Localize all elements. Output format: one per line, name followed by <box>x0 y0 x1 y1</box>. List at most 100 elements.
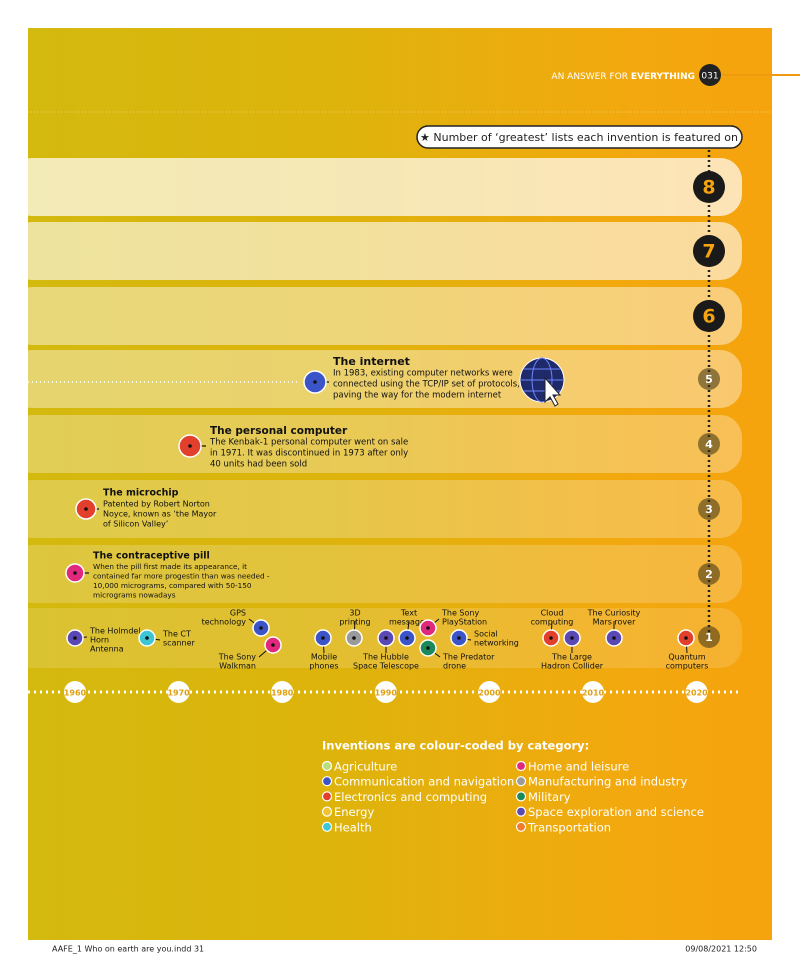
level-label: 3 <box>705 503 713 516</box>
dot-center <box>457 636 461 640</box>
dot-center <box>145 636 149 640</box>
header-title-bold: EVERYTHING <box>631 72 695 82</box>
globe-icon <box>519 357 565 407</box>
dot-center <box>426 646 430 650</box>
legend-label: Transportation <box>527 820 611 834</box>
level-band <box>10 415 742 473</box>
legend-swatch <box>321 821 333 832</box>
content: 8 7 6 5 4 3 2 1 1960 1970 1980 1990 2000 2010 2020 The … <box>10 150 742 834</box>
legend-label: Manufacturing and industry <box>528 775 688 789</box>
legend-label: Agriculture <box>334 760 397 774</box>
level-band <box>10 545 742 603</box>
featured-title: The personal computer <box>210 425 348 437</box>
featured-text: of Silicon Valley’ <box>103 520 168 529</box>
year-label: 1990 <box>375 689 398 698</box>
dot-center <box>313 380 317 384</box>
year-badge <box>271 681 294 703</box>
year-label: 2000 <box>478 689 501 698</box>
item-label: Mars rover <box>593 618 636 627</box>
item-label: Social <box>474 630 498 639</box>
dot-center <box>84 507 88 511</box>
legend-label: Home and leisure <box>528 760 629 774</box>
item-label: phones <box>309 662 338 671</box>
featured-text: in 1971. It was discontinued in 1973 aft… <box>210 449 408 459</box>
year-label: 1960 <box>64 689 87 698</box>
level-label: 6 <box>702 306 715 328</box>
item-label: computing <box>531 618 574 627</box>
legend-label: Energy <box>334 805 374 819</box>
item-label: printing <box>339 618 370 627</box>
level-band <box>10 480 742 538</box>
item-label: Space Telescope <box>353 662 419 671</box>
item-label: PlayStation <box>442 618 487 627</box>
legend-swatch <box>321 791 333 802</box>
year-label: 2010 <box>582 689 605 698</box>
item-label: Cloud <box>541 609 564 618</box>
dot-center <box>352 636 356 640</box>
featured-text: micrograms nowadays <box>93 591 176 600</box>
level-badge <box>698 368 720 390</box>
page-number: 031 <box>701 72 718 82</box>
legend-swatch <box>321 776 333 787</box>
dot-center <box>549 636 553 640</box>
level-label: 7 <box>702 241 715 263</box>
featured-text: contained far more progestin than was ne… <box>93 572 270 581</box>
item-label: Mobile <box>311 653 337 662</box>
item-label: drone <box>443 662 466 671</box>
dot-center <box>426 626 430 630</box>
item-label: The CT <box>162 630 191 639</box>
featured-text: 10,000 micrograms, compared with 50-150 <box>93 581 252 590</box>
item-label: Antenna <box>90 645 124 654</box>
year-label: 2020 <box>685 689 708 698</box>
item-label: The Sony <box>218 653 256 662</box>
level-label: 1 <box>705 631 713 644</box>
level-badge <box>698 563 720 585</box>
year-badge <box>685 681 708 703</box>
item-label: messages <box>389 618 429 627</box>
featured-title: The microchip <box>103 488 179 499</box>
item-label: The Large <box>551 653 592 662</box>
legend-label: Military <box>528 790 571 804</box>
dot-center <box>612 636 616 640</box>
key-label: ★ Number of ‘greatest’ lists each invent… <box>420 131 738 144</box>
dot-center <box>405 636 409 640</box>
item-label: Walkman <box>219 662 256 671</box>
dot-center <box>384 636 388 640</box>
item-label: scanner <box>163 639 196 648</box>
item-label: The Predator <box>442 653 495 662</box>
dot-center <box>684 636 688 640</box>
level-band <box>10 158 742 216</box>
item-label: The Sony <box>441 609 479 618</box>
item-label: The Holmdel <box>89 627 141 636</box>
level-label: 2 <box>705 568 713 581</box>
year-badge <box>582 681 604 703</box>
footer-left: AAFE_1 Who on earth are you.indd 31 <box>52 945 204 954</box>
featured-title: The contraceptive pill <box>93 551 210 562</box>
featured-text: paving the way for the modern internet <box>333 391 502 401</box>
legend-title: Inventions are colour-coded by category: <box>322 739 589 753</box>
dot-center <box>259 626 263 630</box>
dot-center <box>271 643 275 647</box>
featured-text: When the pill first made its appearance,… <box>93 562 247 571</box>
year-badge <box>478 681 501 703</box>
item-label: GPS <box>230 609 246 618</box>
item-label: networking <box>474 639 519 648</box>
legend-swatch <box>515 806 527 817</box>
legend-label: Communication and navigation <box>334 775 514 789</box>
dot-center <box>188 444 192 448</box>
level-label: 8 <box>702 177 715 199</box>
featured-text: Noyce, known as ‘the Mayor <box>103 510 217 519</box>
year-badge <box>64 681 86 703</box>
legend-label: Health <box>334 820 372 834</box>
legend-label: Electronics and computing <box>334 790 487 804</box>
level-badge <box>698 498 720 520</box>
item-label: Text <box>400 609 417 618</box>
legend-swatch <box>515 776 527 787</box>
item-label: technology <box>202 618 247 627</box>
level-band <box>10 608 742 668</box>
level-badge <box>693 235 725 267</box>
level-band <box>10 222 742 280</box>
year-badge <box>167 681 190 703</box>
legend-swatch <box>321 760 333 772</box>
